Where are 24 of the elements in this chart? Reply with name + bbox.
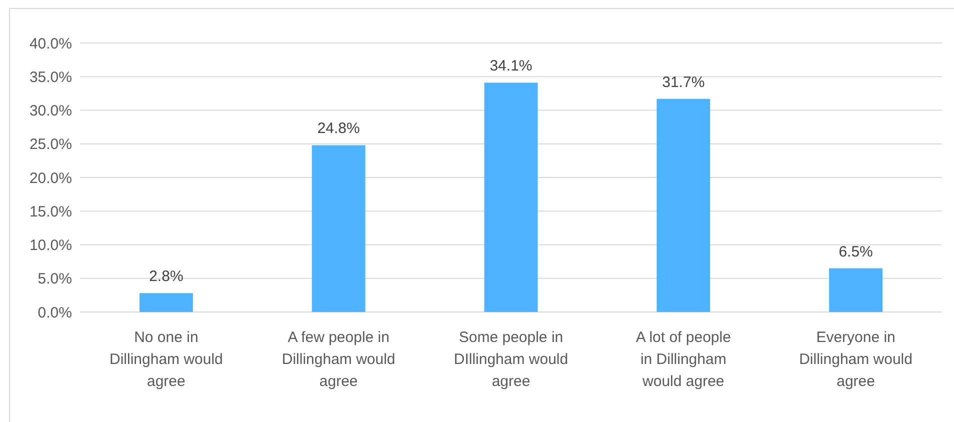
bar [829,268,883,312]
x-tick-label: A few people in Dillingham would agree [282,329,396,390]
data-label: 24.8% [317,120,360,138]
x-tick-label: Everyone in Dillingham would agree [799,329,912,390]
bar [484,82,538,312]
y-tick-label: 10.0% [29,237,72,254]
y-tick-label: 0.0% [38,304,72,322]
x-tick-label: No one in Dillingham would agree [110,329,223,390]
data-label: 31.7% [662,74,705,91]
bar [312,145,366,312]
y-tick-label: 5.0% [38,270,72,288]
bar [139,293,193,312]
x-tick-label: Some people in DIllingham would agree [454,329,568,390]
y-tick-label: 15.0% [29,203,72,220]
y-tick-label: 40.0% [29,35,72,52]
data-label: 2.8% [149,268,184,286]
data-label: 34.1% [490,58,532,75]
bar [656,98,710,312]
data-label: 6.5% [838,243,873,260]
y-tick-label: 20.0% [29,170,72,187]
y-tick-label: 25.0% [29,136,72,154]
x-tick-label: A lot of people in Dillingham would agree [636,329,731,390]
y-tick-label: 30.0% [29,102,72,120]
y-tick-label: 35.0% [29,68,72,86]
